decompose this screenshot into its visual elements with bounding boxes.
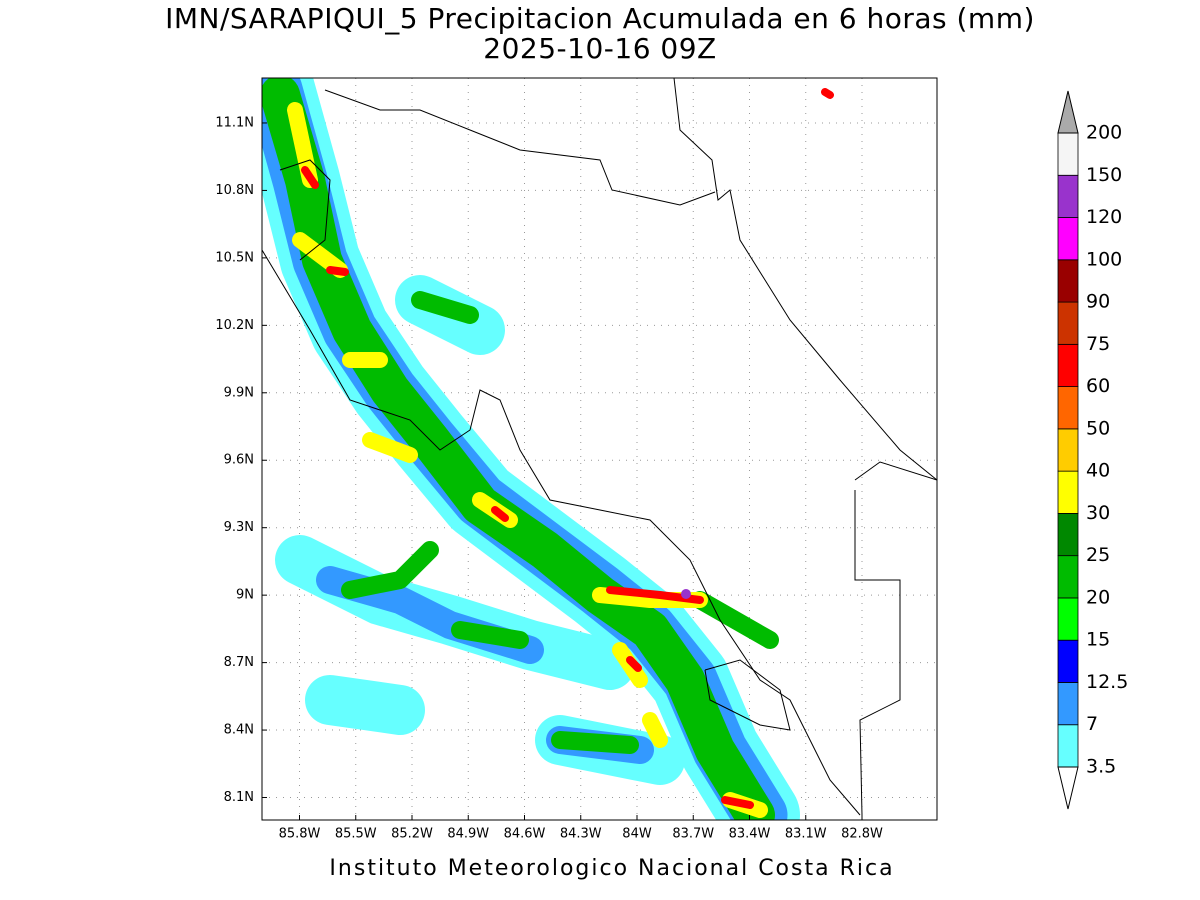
- colorbar-swatch: [1057, 386, 1079, 430]
- colorbar-label: 150: [1086, 164, 1122, 186]
- y-tick-label: 9.6N: [224, 453, 254, 468]
- colorbar-swatch: [1057, 174, 1079, 218]
- colorbar-label: 20: [1086, 586, 1110, 608]
- precip-area: [341, 291, 779, 754]
- x-tick-label: 85.5W: [335, 827, 377, 842]
- colorbar-swatch: [1057, 597, 1079, 641]
- map-title: IMN/SARAPIQUI_5 Precipitacion Acumulada …: [165, 2, 1035, 35]
- colorbar: 3.5 7 12.5 15 20 25 30 40 50 60 75 90 100 120 150 200: [1057, 90, 1128, 810]
- y-tick-label: 8.7N: [224, 655, 254, 670]
- precip-area: [301, 88, 834, 809]
- colorbar-label: 7: [1086, 713, 1098, 735]
- x-tick-label: 83.4W: [729, 827, 771, 842]
- colorbar-label: 3.5: [1086, 756, 1116, 778]
- x-tick-label: 83.7W: [672, 827, 714, 842]
- colorbar-swatch: [1057, 470, 1079, 514]
- x-tick-label: 82.8W: [841, 827, 883, 842]
- y-tick-label: 11.1N: [215, 115, 254, 130]
- y-tick-label: 10.5N: [215, 250, 254, 265]
- colorbar-swatch: [1057, 682, 1079, 726]
- border: [854, 490, 901, 816]
- colorbar-swatch: [1057, 513, 1079, 557]
- colorbar-swatch: [1057, 301, 1079, 345]
- colorbar-label: 50: [1086, 417, 1110, 439]
- plot-frame: [261, 77, 938, 821]
- colorbar-label: 60: [1086, 375, 1110, 397]
- colorbar-over: [1057, 90, 1079, 134]
- coastline: [324, 89, 716, 206]
- precip-field: [262, 78, 834, 820]
- x-tick-label: 84.9W: [447, 827, 489, 842]
- colorbar-swatch: [1057, 555, 1079, 599]
- colorbar-label: 75: [1086, 333, 1110, 355]
- colorbar-label: 100: [1086, 248, 1122, 270]
- colorbar-swatch: [1057, 428, 1079, 472]
- x-tick-label: 85.2W: [391, 827, 433, 842]
- colorbar-swatch: [1057, 724, 1079, 768]
- coastlines: [262, 78, 937, 816]
- y-tick-label: 9.9N: [224, 385, 254, 400]
- map-subtitle: 2025-10-16 09Z: [483, 32, 716, 65]
- x-tick-label: 84.6W: [504, 827, 546, 842]
- colorbar-label: 25: [1086, 544, 1110, 566]
- colorbar-under: [1057, 766, 1079, 810]
- colorbar-label: 200: [1086, 122, 1122, 144]
- precip-area: [681, 589, 691, 599]
- colorbar-label: 120: [1086, 206, 1122, 228]
- y-tick-label: 8.1N: [224, 790, 254, 805]
- colorbar-swatch: [1057, 259, 1079, 303]
- coastline: [704, 659, 791, 731]
- coastline: [673, 78, 937, 481]
- colorbar-label: 40: [1086, 460, 1110, 482]
- colorbar-swatch: [1057, 639, 1079, 683]
- x-tick-label: 83.1W: [785, 827, 827, 842]
- colorbar-label: 12.5: [1086, 671, 1128, 693]
- coastline: [854, 461, 937, 481]
- y-tick-label: 8.4N: [224, 723, 254, 738]
- x-tick-label: 84.3W: [560, 827, 602, 842]
- border: [279, 159, 331, 261]
- colorbar-label: 15: [1086, 629, 1110, 651]
- coastline: [262, 249, 861, 816]
- y-tick-label: 10.8N: [215, 183, 254, 198]
- footer: Instituto Meteorologico Nacional Costa R…: [329, 856, 894, 881]
- colorbar-label: 30: [1086, 502, 1110, 524]
- y-tick-label: 9N: [236, 588, 254, 603]
- y-tick-label: 9.3N: [224, 520, 254, 535]
- colorbar-label: 90: [1086, 291, 1110, 313]
- x-tick-label: 85.8W: [279, 827, 321, 842]
- colorbar-swatch: [1057, 217, 1079, 261]
- colorbar-swatch: [1057, 132, 1079, 176]
- colorbar-swatch: [1057, 343, 1079, 388]
- y-tick-label: 10.2N: [215, 318, 254, 333]
- x-tick-label: 84W: [622, 827, 652, 842]
